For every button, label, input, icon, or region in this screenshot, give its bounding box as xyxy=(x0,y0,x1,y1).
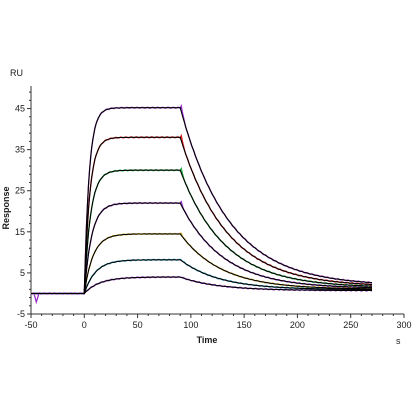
fit-curve-4 xyxy=(31,202,372,295)
x-tick-label: 300 xyxy=(396,320,411,330)
x-tick-label: 0 xyxy=(82,320,87,330)
y-tick-label: 45 xyxy=(15,104,25,114)
x-tick-label: 200 xyxy=(290,320,305,330)
x-tick-label: 100 xyxy=(183,320,198,330)
x-tick-label: 150 xyxy=(237,320,252,330)
fit-curve-2 xyxy=(31,136,373,295)
x-tick-label: -50 xyxy=(24,320,37,330)
y-unit-label: RU xyxy=(10,68,23,78)
fit-layer xyxy=(31,107,373,295)
x-unit-label: s xyxy=(396,336,401,346)
fit-curve-5 xyxy=(31,233,372,295)
fit-curve-7 xyxy=(31,276,372,295)
y-tick-label: 5 xyxy=(20,268,25,278)
x-tick-label: 50 xyxy=(133,320,143,330)
fit-curve-6 xyxy=(31,259,372,295)
axes: -5 5 15 25 35 45 -50 0 50 100 150 200 250 300 xyxy=(15,86,412,330)
y-tick-label: -5 xyxy=(17,309,25,319)
fit-curve-3 xyxy=(31,169,372,295)
y-axis-title: Response xyxy=(1,186,11,229)
fit-curve-1 xyxy=(31,107,373,295)
x-axis-title: Time xyxy=(197,335,218,345)
y-tick-label: 25 xyxy=(15,186,25,196)
sensorgram-curve-3 xyxy=(30,166,373,295)
y-tick-label: 35 xyxy=(15,145,25,155)
y-tick-label: 15 xyxy=(15,227,25,237)
x-tick-label: 250 xyxy=(343,320,358,330)
